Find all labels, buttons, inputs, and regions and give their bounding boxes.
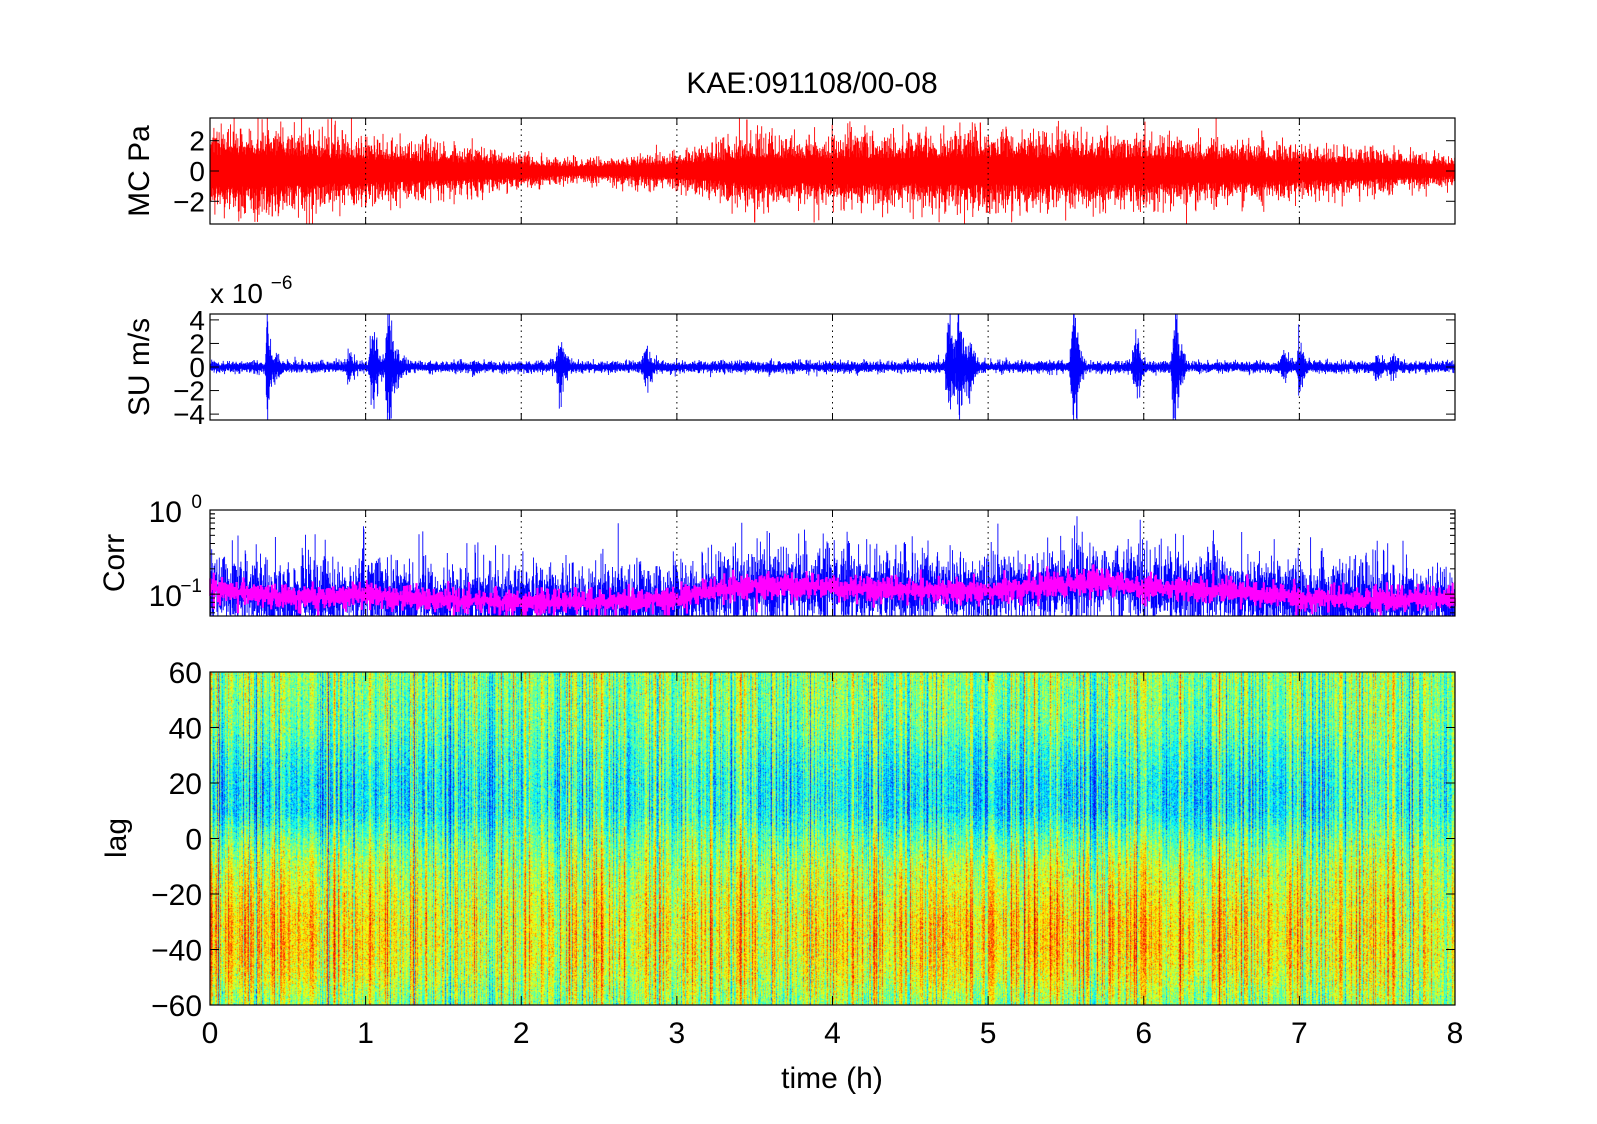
time-xlabel: time (h) <box>781 1062 883 1095</box>
x-tick-label: 4 <box>824 1017 841 1050</box>
x-tick-label: 7 <box>1291 1017 1308 1050</box>
y-tick-label: −40 <box>151 935 202 968</box>
x-tick-label: 5 <box>980 1017 997 1050</box>
x-tick-label: 0 <box>202 1017 219 1050</box>
y-tick-label: 10 <box>149 580 182 613</box>
y-tick-label: 20 <box>169 768 202 801</box>
x-tick-label: 8 <box>1447 1017 1464 1050</box>
y-tick-label: 4 <box>189 305 205 336</box>
x-tick-label: 6 <box>1135 1017 1152 1050</box>
y-tick-label: 2 <box>189 328 205 359</box>
velocity-scale-exponent: −6 <box>271 273 293 294</box>
lag-heatmap-holder <box>210 672 1455 1005</box>
y-tick-label: 0 <box>189 156 205 187</box>
y-tick-label: −4 <box>173 399 205 430</box>
velocity-series <box>209 314 1456 420</box>
panel-corr: 10−110 0 Corr <box>98 492 1456 617</box>
pressure-trace <box>209 118 1456 224</box>
lag-ylabel: lag <box>100 818 133 858</box>
lag-ticks: 0 1 2 3 4 5 6 7 8 −60 −40 −20 0 20 40 60 <box>151 657 1463 1050</box>
pressure-ylabel: MC Pa <box>123 125 156 217</box>
figure-title: KAE:091108/00-08 <box>686 67 937 100</box>
pressure-grid <box>365 118 1300 224</box>
y-tick-label: 60 <box>169 657 202 690</box>
y-tick-label: 10 <box>149 496 182 529</box>
velocity-ylabel: SU m/s <box>123 318 156 416</box>
corr-ylabel: Corr <box>98 534 131 592</box>
lag-heatmap <box>210 672 1455 1005</box>
corr-grid <box>365 510 1300 616</box>
velocity-trace <box>209 314 1456 420</box>
pressure-series <box>209 118 1456 224</box>
corr-ticks: 10−110 0 <box>149 492 1456 616</box>
x-tick-label: 3 <box>669 1017 686 1050</box>
x-tick-label: 2 <box>513 1017 530 1050</box>
y-tick-exponent: 0 <box>191 492 202 513</box>
panel-lag: 0 1 2 3 4 5 6 7 8 −60 −40 −20 0 20 40 60 lag time (h) <box>100 657 1463 1095</box>
y-tick-label: 2 <box>189 126 205 157</box>
pressure-ticks: −202 <box>173 118 1456 224</box>
x-tick-label: 1 <box>357 1017 374 1050</box>
velocity-scale-label: x 10 −6 <box>210 273 292 309</box>
velocity-grid <box>365 314 1300 420</box>
y-tick-label: −20 <box>151 879 202 912</box>
velocity-scale-base: x 10 <box>210 278 263 309</box>
y-tick-label: 40 <box>169 713 202 746</box>
y-tick-label: −2 <box>173 186 205 217</box>
y-tick-exponent: −1 <box>180 576 202 597</box>
y-tick-label: −60 <box>151 990 202 1023</box>
y-tick-label: 0 <box>189 352 205 383</box>
y-tick-label: 0 <box>185 824 202 857</box>
y-tick-label: −2 <box>173 376 205 407</box>
panel-pressure: −202 MC Pa <box>123 117 1456 225</box>
